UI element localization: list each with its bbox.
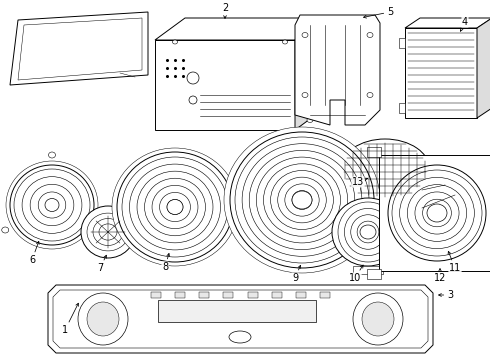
Text: 7: 7: [97, 255, 106, 273]
Ellipse shape: [95, 227, 102, 233]
Ellipse shape: [283, 40, 288, 44]
Ellipse shape: [340, 139, 430, 201]
Polygon shape: [295, 18, 325, 130]
Bar: [199, 292, 209, 298]
Polygon shape: [405, 18, 490, 28]
Text: 9: 9: [292, 265, 301, 283]
Ellipse shape: [10, 165, 94, 245]
Ellipse shape: [117, 152, 233, 262]
Ellipse shape: [362, 302, 394, 336]
Ellipse shape: [302, 32, 308, 37]
Bar: [320, 292, 330, 298]
Bar: [399, 38, 405, 48]
Ellipse shape: [346, 185, 353, 191]
Bar: [272, 292, 282, 298]
Bar: [353, 266, 383, 274]
Bar: [379, 155, 490, 271]
Ellipse shape: [292, 191, 312, 209]
Bar: [367, 147, 381, 157]
Ellipse shape: [224, 127, 380, 273]
Ellipse shape: [6, 161, 98, 249]
Ellipse shape: [87, 302, 119, 336]
Bar: [367, 269, 381, 279]
Polygon shape: [295, 15, 380, 125]
Ellipse shape: [367, 32, 373, 37]
Ellipse shape: [49, 152, 55, 158]
Ellipse shape: [427, 204, 447, 222]
Polygon shape: [155, 18, 325, 40]
Bar: [405, 28, 477, 118]
Polygon shape: [48, 285, 433, 353]
Ellipse shape: [229, 331, 251, 343]
Text: 10: 10: [349, 265, 363, 283]
Ellipse shape: [302, 93, 308, 98]
Polygon shape: [477, 18, 490, 118]
Text: 5: 5: [364, 7, 393, 18]
Bar: [399, 103, 405, 113]
Text: 6: 6: [29, 242, 39, 265]
Ellipse shape: [2, 227, 9, 233]
Ellipse shape: [167, 199, 183, 215]
Ellipse shape: [45, 198, 59, 211]
Text: 1: 1: [62, 303, 78, 335]
Ellipse shape: [230, 132, 374, 268]
Text: 13: 13: [352, 177, 368, 187]
Ellipse shape: [112, 148, 238, 266]
Ellipse shape: [360, 225, 376, 239]
Text: 11: 11: [448, 251, 461, 273]
Polygon shape: [415, 175, 462, 240]
Bar: [158, 300, 316, 322]
Text: 3: 3: [439, 290, 453, 300]
Bar: [296, 292, 306, 298]
Ellipse shape: [172, 40, 177, 44]
Ellipse shape: [388, 165, 486, 261]
Text: 8: 8: [162, 253, 170, 272]
Bar: [155, 40, 295, 130]
Bar: [175, 292, 185, 298]
Ellipse shape: [78, 293, 128, 345]
Ellipse shape: [81, 206, 135, 258]
Polygon shape: [10, 12, 148, 85]
Ellipse shape: [307, 48, 313, 53]
Text: 2: 2: [222, 3, 228, 18]
Ellipse shape: [307, 117, 313, 122]
Bar: [247, 292, 258, 298]
Ellipse shape: [187, 72, 199, 84]
Ellipse shape: [367, 93, 373, 98]
Ellipse shape: [332, 198, 404, 266]
Bar: [223, 292, 233, 298]
Ellipse shape: [353, 293, 403, 345]
Bar: [151, 292, 161, 298]
Text: 12: 12: [434, 269, 446, 283]
Text: 4: 4: [461, 17, 468, 31]
Ellipse shape: [189, 96, 197, 104]
